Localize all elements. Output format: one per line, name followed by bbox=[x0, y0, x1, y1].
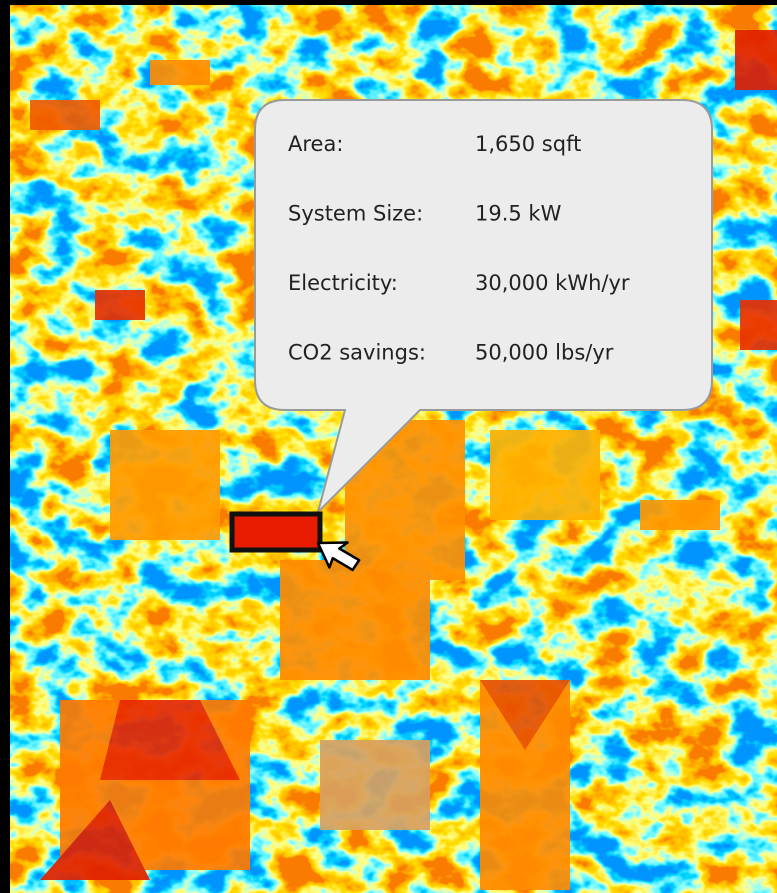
roof bbox=[100, 700, 240, 780]
roof bbox=[735, 30, 777, 90]
roof bbox=[320, 740, 430, 830]
roof bbox=[150, 60, 210, 85]
selected-roof[interactable] bbox=[229, 511, 323, 553]
roof bbox=[280, 560, 430, 680]
callout-bubble bbox=[254, 99, 713, 516]
row-label: CO2 savings: bbox=[288, 341, 426, 365]
roofs bbox=[30, 30, 777, 890]
cursor bbox=[316, 541, 361, 572]
roof bbox=[110, 430, 220, 540]
callout-rows: Area: 1,650 sqft System Size: 19.5 kW Electr… bbox=[288, 132, 630, 365]
roof bbox=[740, 300, 777, 350]
roof bbox=[490, 430, 600, 520]
row-label: System Size: bbox=[288, 202, 423, 226]
row-value: 1,650 sqft bbox=[475, 132, 581, 156]
row-label: Area: bbox=[288, 132, 343, 156]
row-value: 50,000 lbs/yr bbox=[475, 341, 614, 365]
roof bbox=[95, 290, 145, 320]
roof bbox=[40, 800, 150, 880]
row-value: 30,000 kWh/yr bbox=[475, 271, 630, 295]
roof bbox=[30, 100, 100, 130]
roof bbox=[640, 500, 720, 530]
roof bbox=[480, 680, 570, 750]
callout bbox=[254, 99, 713, 516]
row-label: Electricity: bbox=[288, 271, 398, 295]
row-value: 19.5 kW bbox=[475, 202, 562, 226]
